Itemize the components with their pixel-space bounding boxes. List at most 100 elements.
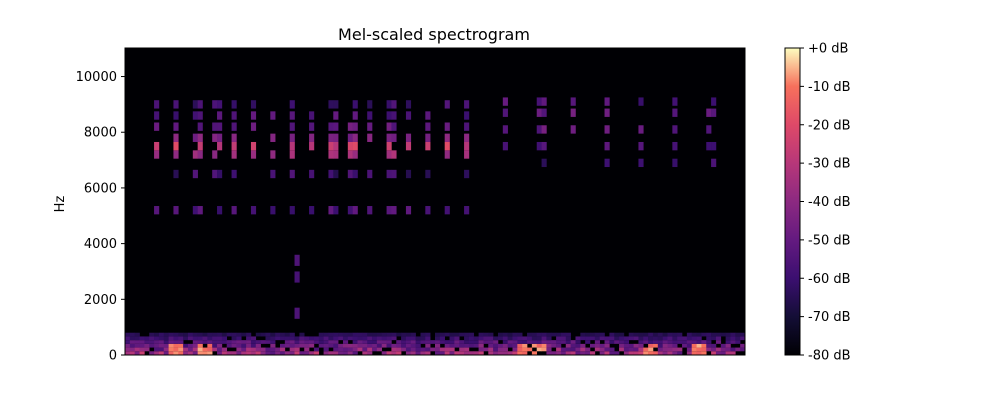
spectrogram-cell	[284, 340, 290, 344]
spectrogram-cell	[154, 351, 160, 355]
spectrogram-cell	[531, 336, 538, 341]
spectrogram-cell	[696, 332, 702, 337]
spectrogram-cell	[352, 133, 358, 142]
spectrogram-cell	[226, 351, 232, 355]
spectrogram-cell	[410, 347, 416, 352]
spectrogram-cell	[246, 343, 252, 348]
spectrogram-cell	[686, 336, 693, 341]
spectrogram-cell	[212, 150, 218, 159]
spectrogram-cell	[129, 336, 135, 341]
spectrogram-cell	[125, 340, 131, 344]
spectrogram-cell	[454, 332, 460, 337]
spectrogram-cell	[226, 343, 232, 348]
y-tick-label: 8000	[84, 126, 117, 141]
spectrogram-cell	[478, 336, 484, 341]
spectrogram-cell	[323, 343, 329, 348]
colorbar: +0 dB -10 dB -20 dB -30 dB -40 dB -50 dB -60 d…	[784, 42, 851, 364]
spectrogram-cell	[560, 336, 567, 341]
spectrogram-cell	[207, 336, 213, 341]
spectrogram-cell	[347, 150, 353, 159]
spectrogram-cell	[648, 347, 654, 352]
spectrogram-cell	[221, 351, 228, 355]
colorbar-bar	[784, 47, 801, 356]
spectrogram-cell	[168, 343, 174, 348]
spectrogram-cell	[512, 351, 518, 355]
spectrogram-cell	[449, 343, 455, 348]
spectrogram-cell	[507, 336, 513, 341]
spectrogram-cell	[338, 347, 344, 352]
spectrogram-cell	[604, 347, 610, 352]
spectrogram-cell	[405, 169, 412, 179]
spectrogram-cell	[212, 340, 218, 344]
spectrogram-cell	[289, 150, 295, 159]
spectrogram-cell	[444, 122, 450, 131]
spectrogram-cell	[154, 343, 160, 348]
spectrogram-cell	[560, 340, 567, 344]
spectrogram-cell	[677, 351, 683, 355]
spectrogram-cell	[144, 347, 150, 352]
spectrogram-cell	[197, 343, 203, 348]
spectrogram-cell	[614, 332, 620, 337]
spectrogram-cell	[536, 340, 542, 344]
spectrogram-cell	[682, 343, 688, 348]
spectrogram-cell	[410, 340, 416, 344]
spectrogram-cell	[299, 336, 305, 341]
spectrogram-cell	[260, 340, 266, 344]
spectrogram-cell	[323, 351, 329, 355]
spectrogram-cell	[541, 340, 547, 344]
spectrogram-cell	[221, 347, 228, 352]
spectrogram-cell	[435, 347, 441, 352]
spectrogram-cell	[701, 351, 707, 355]
spectrogram-cell	[473, 351, 479, 355]
spectrogram-cell	[372, 332, 378, 337]
spectrogram-cell	[439, 340, 445, 344]
spectrogram-cell	[318, 340, 324, 344]
spectrogram-cell	[367, 340, 373, 344]
spectrogram-cell	[536, 347, 542, 352]
spectrogram-cell	[241, 332, 247, 337]
spectrogram-cell	[551, 343, 557, 348]
spectrogram-cell	[531, 332, 538, 337]
spectrogram-cell	[468, 343, 475, 348]
spectrogram-cell	[570, 108, 576, 117]
spectrogram-cell	[459, 343, 465, 348]
spectrogram-cell	[197, 340, 203, 344]
spectrogram-cell	[609, 336, 615, 341]
spectrogram-cell	[643, 336, 649, 341]
spectrogram-cell	[236, 347, 242, 352]
spectrogram-cell	[338, 332, 344, 337]
spectrogram-cell	[473, 336, 479, 341]
spectrogram-cell	[425, 206, 431, 215]
spectrogram-cell	[531, 343, 538, 348]
spectrogram-cell	[265, 347, 271, 352]
spectrogram-cell	[304, 340, 310, 344]
spectrogram-cell	[449, 336, 455, 341]
spectrogram-cell	[173, 351, 179, 355]
spectrogram-cell	[502, 97, 508, 106]
spectrogram-cell	[585, 340, 591, 344]
spectrogram-cell	[604, 336, 610, 341]
spectrogram-cell	[342, 347, 349, 352]
spectrogram-cell	[740, 343, 746, 348]
spectrogram-cell	[701, 340, 707, 344]
spectrogram-cell	[217, 122, 223, 131]
spectrogram-cell	[522, 347, 528, 352]
spectrogram-cell	[309, 122, 315, 131]
spectrogram-cell	[415, 347, 421, 352]
spectrogram-cell	[522, 343, 528, 348]
spectrogram-cell	[154, 347, 160, 352]
spectrogram-cell	[192, 133, 198, 142]
spectrogram-cell	[459, 332, 465, 337]
spectrogram-cell	[430, 340, 436, 344]
spectrogram-cell	[672, 332, 678, 337]
spectrogram-cell	[386, 100, 392, 109]
spectrogram-cell	[667, 351, 673, 355]
spectrogram-cell	[352, 332, 358, 337]
spectrogram-cell	[502, 351, 508, 355]
spectrogram-cell	[570, 97, 576, 106]
spectrogram-cell	[270, 351, 276, 355]
spectrogram-cell	[250, 340, 257, 344]
spectrogram-cell	[289, 340, 295, 344]
spectrogram-cell	[604, 340, 610, 344]
spectrogram-cell	[333, 340, 339, 344]
